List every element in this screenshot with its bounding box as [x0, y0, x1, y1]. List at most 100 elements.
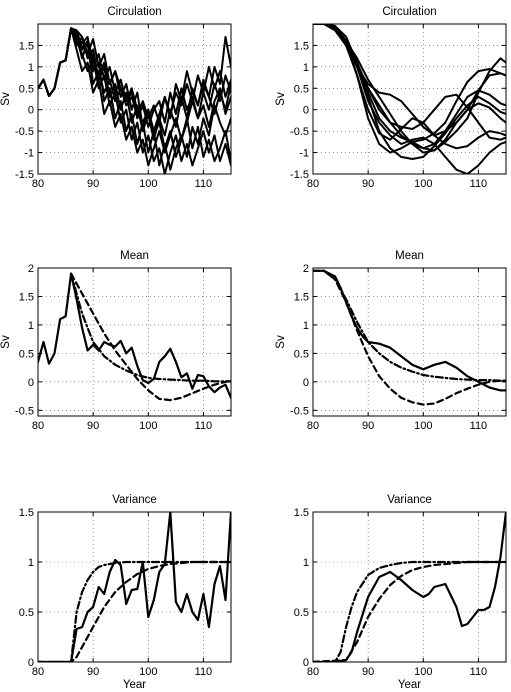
- y-axis-label: Sv: [275, 335, 287, 349]
- y-tick-label: -0.5: [290, 126, 309, 138]
- y-tick-label: 0.5: [294, 83, 309, 95]
- y-axis-label: Sv: [0, 92, 12, 106]
- chart-panel-3: 80 90 100 110 -0.5 0 0.5 1 1.5 2 Mean Sv: [0, 250, 232, 432]
- plot-frame: [312, 23, 507, 175]
- chart-title: Variance: [387, 494, 432, 506]
- y-tick-label: 1: [28, 320, 34, 332]
- y-tick-label: 1.5: [294, 40, 309, 52]
- series-line-1: [38, 512, 231, 662]
- chart-panel-4: 80 90 100 110 -0.5 0 0.5 1 1.5 2 Mean Sv: [275, 250, 507, 432]
- y-axis-label: Sv: [275, 92, 287, 106]
- y-tick-label: 1.5: [294, 507, 309, 519]
- y-tick-label: 0.5: [294, 607, 309, 619]
- x-tick-label: 90: [362, 666, 374, 678]
- y-tick-label: 1: [303, 62, 309, 74]
- y-tick-label: 0: [28, 105, 34, 117]
- series-line-1: [313, 512, 506, 662]
- series-line-1: [38, 272, 231, 399]
- series-group: [38, 512, 231, 662]
- y-tick-label: 0: [303, 657, 309, 669]
- y-tick-label: 2: [28, 263, 34, 275]
- y-tick-label: -1: [24, 148, 34, 160]
- series-line-3: [313, 560, 506, 662]
- y-tick-label: 0: [28, 377, 34, 389]
- chart-title: Circulation: [107, 6, 161, 18]
- y-tick-label: 0: [303, 105, 309, 117]
- y-tick-label: 1.5: [19, 40, 34, 52]
- y-tick-label: 0: [303, 377, 309, 389]
- y-tick-label: -1.5: [290, 169, 309, 181]
- x-tick-label: 100: [139, 666, 157, 678]
- x-axis-label: Year: [123, 679, 146, 691]
- chart-panel-5: 80 90 100 110 0 0.5 1 1.5 Variance Year: [19, 494, 232, 691]
- series-line-8: [313, 24, 506, 141]
- series-line-2: [313, 560, 506, 662]
- chart-title: Mean: [395, 250, 424, 262]
- series-line-3: [38, 560, 231, 662]
- chart-panel-2: 80 90 100 110 -1.5 -1 -0.5 0 0.5 1 1.5 Circulation S…: [275, 6, 507, 190]
- series-line-1: [313, 269, 506, 392]
- series-group: [313, 24, 506, 174]
- y-tick-label: 1.5: [294, 291, 309, 303]
- chart-title: Mean: [120, 250, 149, 262]
- x-tick-label: 80: [32, 178, 44, 190]
- x-tick-label: 90: [87, 178, 99, 190]
- y-tick-label: -0.5: [290, 405, 309, 417]
- x-tick-label: 100: [414, 178, 432, 190]
- chart-title: Variance: [112, 494, 157, 506]
- series-line-4: [313, 24, 506, 150]
- x-tick-label: 90: [362, 420, 374, 432]
- x-tick-label: 110: [470, 420, 488, 432]
- y-tick-label: 1: [303, 557, 309, 569]
- y-tick-label: 1: [28, 62, 34, 74]
- series-line-3: [70, 272, 231, 383]
- series-line-2: [70, 272, 231, 402]
- series-line-9: [313, 24, 506, 152]
- x-tick-label: 100: [139, 178, 157, 190]
- y-tick-label: 0.5: [19, 348, 34, 360]
- y-tick-label: 0.5: [19, 83, 34, 95]
- x-tick-label: 80: [32, 420, 44, 432]
- series-group: [38, 27, 231, 174]
- y-tick-label: -0.5: [15, 405, 34, 417]
- x-tick-label: 110: [195, 420, 213, 432]
- series-line-3: [313, 269, 506, 382]
- chart-title: Circulation: [382, 6, 436, 18]
- plot-frame: [312, 511, 507, 663]
- y-tick-label: 1: [303, 320, 309, 332]
- series-line-8: [38, 27, 231, 133]
- chart-panel-1: 80 90 100 110 -1.5 -1 -0.5 0 0.5 1 1.5 Circulation S…: [0, 6, 232, 190]
- y-tick-label: 0: [28, 657, 34, 669]
- plot-frame: [37, 511, 232, 663]
- x-tick-label: 100: [139, 420, 157, 432]
- series-line-2: [313, 24, 506, 150]
- y-axis-label: Sv: [0, 335, 12, 349]
- x-axis-label: Year: [398, 679, 421, 691]
- series-line-2: [313, 269, 506, 406]
- x-tick-label: 110: [195, 178, 213, 190]
- y-tick-label: 1.5: [19, 291, 34, 303]
- series-line-5: [313, 24, 506, 137]
- x-tick-label: 100: [414, 420, 432, 432]
- x-tick-label: 90: [362, 178, 374, 190]
- y-tick-label: 0.5: [19, 607, 34, 619]
- y-tick-label: -1: [299, 148, 309, 160]
- x-tick-label: 80: [307, 420, 319, 432]
- x-tick-label: 80: [307, 666, 319, 678]
- series-group: [38, 272, 231, 402]
- y-tick-label: -1.5: [15, 169, 34, 181]
- chart-panel-6: 80 90 100 110 0 0.5 1 1.5 Variance Year: [294, 494, 507, 691]
- series-group: [313, 512, 506, 662]
- x-tick-label: 110: [470, 666, 488, 678]
- x-tick-label: 90: [87, 666, 99, 678]
- y-tick-label: 0.5: [294, 348, 309, 360]
- plot-frame: [312, 267, 507, 417]
- y-tick-label: 2: [303, 263, 309, 275]
- x-tick-label: 90: [87, 420, 99, 432]
- x-tick-label: 80: [307, 178, 319, 190]
- y-tick-label: -0.5: [15, 126, 34, 138]
- y-tick-label: 1: [28, 557, 34, 569]
- x-tick-label: 110: [195, 666, 213, 678]
- x-tick-label: 100: [414, 666, 432, 678]
